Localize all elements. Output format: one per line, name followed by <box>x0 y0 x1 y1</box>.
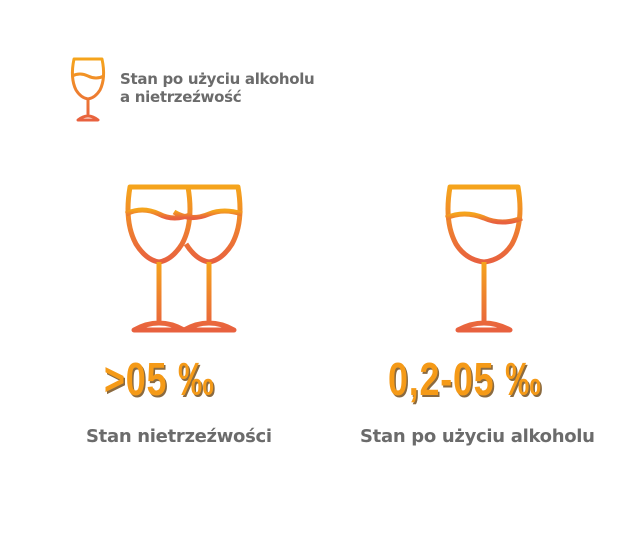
left-label: Stan nietrzeźwości <box>86 426 272 447</box>
wine-glass-icon <box>70 57 106 122</box>
header-title: Stan po użyciu alkoholu a nietrzeźwość <box>120 70 315 106</box>
two-wine-glasses-icon <box>124 184 243 333</box>
wine-glass-icon <box>444 184 523 333</box>
header-line-2: a nietrzeźwość <box>120 88 242 106</box>
right-label: Stan po użyciu alkoholu <box>360 426 595 447</box>
header-line-1: Stan po użyciu alkoholu <box>120 70 315 88</box>
right-value: 0,2-05 ‰ <box>388 353 542 405</box>
left-value: >05 ‰ <box>104 353 215 405</box>
